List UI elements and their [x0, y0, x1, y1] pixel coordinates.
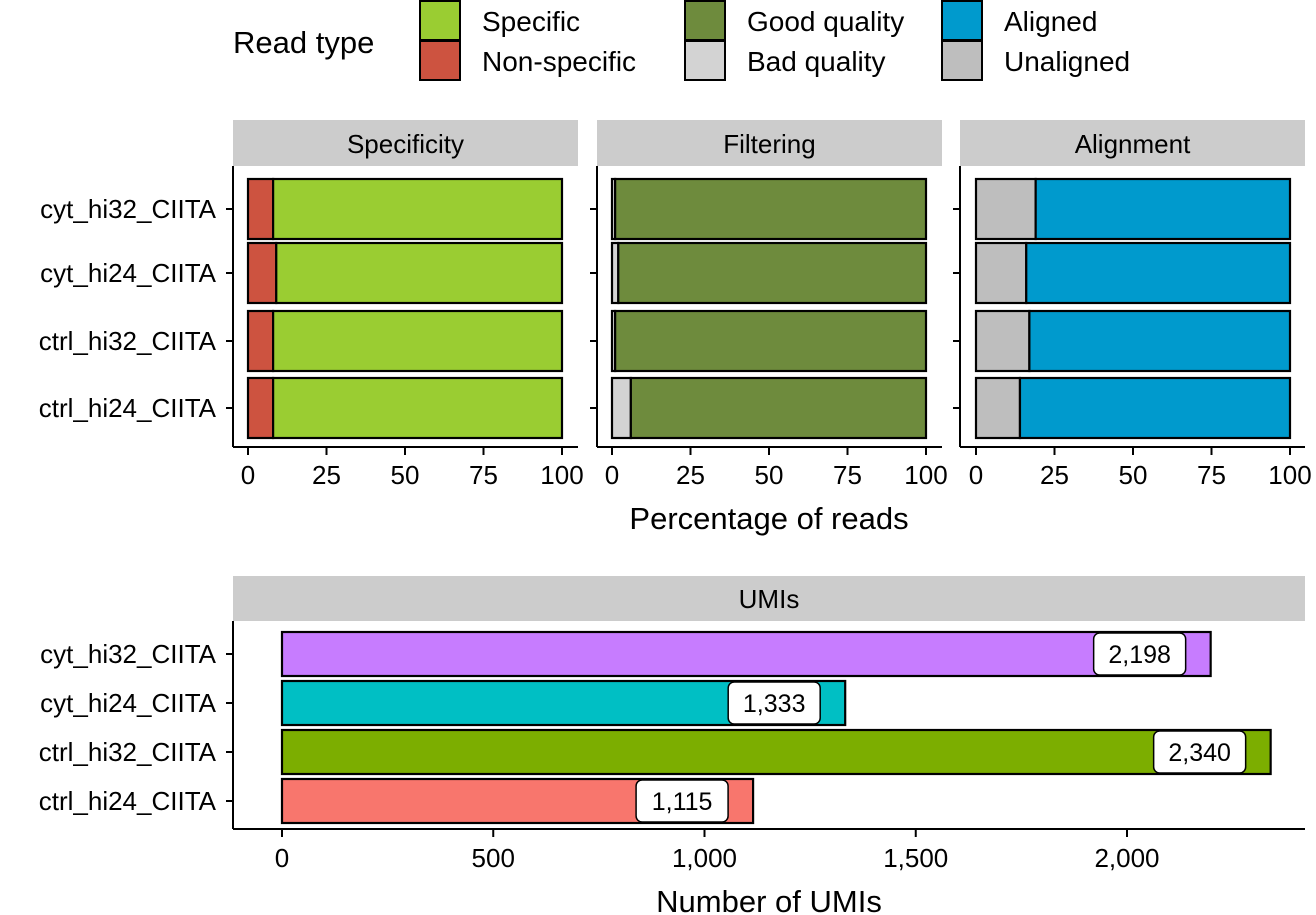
x-tick-label-1-2: 25: [312, 460, 341, 490]
legend-key-3: [684, 0, 726, 41]
umi-facet-title: UMIs: [739, 584, 800, 614]
bar-1-2-1: [246, 241, 278, 305]
bar-2-1-2: [614, 177, 928, 241]
bar-1-4-2: [272, 376, 564, 440]
x-tick-label-1-1: 0: [241, 460, 255, 490]
legend-label-5: Aligned: [1004, 6, 1097, 37]
bar-1-1-2: [272, 177, 564, 241]
facet-title-1: Specificity: [347, 129, 464, 159]
x-tick-label-2-4: 75: [833, 460, 862, 490]
x-tick-label-3-4: 75: [1197, 460, 1226, 490]
x-tick-label-3-1: 0: [969, 460, 983, 490]
bar-1-2-2: [275, 241, 564, 305]
legend-key-5: [941, 0, 983, 41]
percentage-chart: Specificity 0 25 50 75 100 Filtering 0 25 50 75 100…: [39, 120, 1312, 536]
percentage-x-axis-label: Percentage of reads: [629, 501, 908, 536]
legend-key-1: [419, 0, 461, 41]
x-tick-label-3-2: 25: [1040, 460, 1069, 490]
facet-title-2: Filtering: [723, 129, 815, 159]
umi-y-label-1: cyt_hi32_CIITA: [40, 639, 216, 669]
bar-1-3-1: [246, 309, 275, 373]
facet-title-3: Alignment: [1075, 129, 1191, 159]
legend-key-6: [941, 40, 983, 81]
umi-value-label-1: 2,198: [1108, 641, 1171, 669]
x-tick-label-1-4: 75: [469, 460, 498, 490]
umi-x-tick-label-5: 2,000: [1094, 843, 1159, 873]
bar-1-3-2: [272, 309, 564, 373]
facet-strip-2: [597, 120, 942, 166]
legend-key-4: [684, 40, 726, 81]
umi-value-label-box-1: [1092, 632, 1187, 676]
legend-label-1: Specific: [482, 6, 580, 37]
top-y-label-4: ctrl_hi24_CIITA: [39, 393, 217, 423]
bar-3-3-2: [1028, 309, 1292, 373]
umi-value-label-box-2: [727, 681, 821, 725]
legend-label-2: Non-specific: [482, 46, 636, 77]
bar-3-1-1: [974, 177, 1037, 241]
umi-chart: UMIs 2,198 1,333 2,340 1,115 0 500 1,000 1,500…: [39, 576, 1305, 915]
facet-strip-1: [233, 120, 578, 166]
umi-x-axis-label: Number of UMIs: [656, 884, 882, 915]
umi-y-label-3: ctrl_hi32_CIITA: [39, 737, 217, 767]
x-tick-label-2-3: 50: [755, 460, 784, 490]
legend-label-6: Unaligned: [1004, 46, 1130, 77]
top-y-label-1: cyt_hi32_CIITA: [40, 194, 216, 224]
umi-facet-strip: [233, 576, 1305, 621]
umi-x-tick-label-1: 0: [275, 843, 289, 873]
umi-x-tick-label-2: 500: [472, 843, 515, 873]
bar-1-1-1: [246, 177, 275, 241]
x-tick-label-2-1: 0: [605, 460, 619, 490]
x-tick-label-2-2: 25: [676, 460, 705, 490]
x-tick-label-2-5: 100: [904, 460, 947, 490]
bar-3-3-1: [974, 309, 1031, 373]
legend-title: Read type: [233, 25, 374, 60]
facet-strip-3: [960, 120, 1305, 166]
umi-value-label-box-4: [635, 779, 729, 823]
facet-1: Specificity 0 25 50 75 100: [226, 120, 584, 490]
facet-3: Alignment 0 25 50 75 100: [953, 120, 1312, 490]
top-y-label-3: ctrl_hi32_CIITA: [39, 326, 217, 356]
bar-3-1-2: [1034, 177, 1292, 241]
umi-value-label-3: 2,340: [1168, 739, 1231, 767]
umi-value-label-4: 1,115: [652, 788, 713, 816]
x-tick-label-1-5: 100: [540, 460, 583, 490]
bar-3-4-1: [974, 376, 1022, 440]
legend: Read type Specific Non-specific Good quali…: [233, 0, 1130, 81]
umi-bar-3: [280, 728, 1272, 776]
umi-bar-1: [280, 630, 1212, 678]
bar-3-4-2: [1018, 376, 1292, 440]
bar-1-4-1: [246, 376, 275, 440]
bar-2-4-1: [610, 376, 632, 440]
umi-value-label-box-3: [1152, 730, 1247, 774]
top-y-label-2: cyt_hi24_CIITA: [40, 258, 216, 288]
facet-2: Filtering 0 25 50 75 100: [590, 120, 948, 490]
bar-3-2-1: [974, 241, 1028, 305]
umi-value-label-2: 1,333: [743, 690, 806, 718]
umi-y-label-2: cyt_hi24_CIITA: [40, 688, 216, 718]
umi-x-tick-label-3: 1,000: [672, 843, 737, 873]
x-tick-label-3-5: 100: [1268, 460, 1311, 490]
bar-3-2-2: [1025, 241, 1292, 305]
bar-2-2-2: [617, 241, 928, 305]
x-tick-label-1-3: 50: [391, 460, 420, 490]
legend-label-4: Bad quality: [747, 46, 886, 77]
umi-x-tick-label-4: 1,500: [883, 843, 948, 873]
bar-2-4-2: [629, 376, 928, 440]
bar-2-3-2: [614, 309, 928, 373]
legend-key-2: [419, 40, 461, 81]
x-tick-label-3-3: 50: [1119, 460, 1148, 490]
umi-y-label-4: ctrl_hi24_CIITA: [39, 786, 217, 816]
legend-label-3: Good quality: [747, 6, 904, 37]
